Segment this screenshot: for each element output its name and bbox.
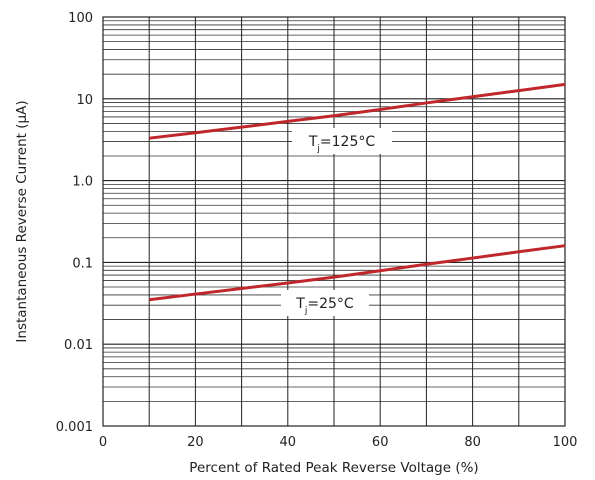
- x-tick-label: 100: [553, 435, 578, 450]
- series-label-0: Tj=125°C: [308, 134, 376, 154]
- y-tick-label: 10: [76, 93, 93, 108]
- x-tick-label: 60: [372, 435, 389, 450]
- major-grid: [102, 16, 566, 427]
- x-tick-labels: 0 20 40 60 80 100: [99, 435, 578, 450]
- y-tick-label: 0.1: [72, 256, 93, 271]
- plot-frame: [102, 16, 566, 427]
- y-tick-label: 0.001: [56, 420, 93, 435]
- series-line-0: [149, 82, 566, 140]
- series-labels: Tj=125°C Tj=25°C: [281, 128, 392, 316]
- series-line-1: [149, 244, 566, 302]
- x-tick-label: 0: [99, 435, 107, 450]
- series-label-box: [292, 128, 392, 154]
- y-tick-label: 1.0: [72, 175, 93, 190]
- x-tick-label: 80: [464, 435, 481, 450]
- series-layer: [149, 82, 566, 302]
- series-label-box: [281, 290, 369, 316]
- y-tick-labels: 0.001 0.01 0.1 1.0 10 100: [56, 11, 93, 435]
- y-tick-label: 100: [68, 11, 93, 26]
- series-label-1: Tj=25°C: [295, 296, 354, 316]
- y-axis-title: Instantaneous Reverse Current (μA): [14, 100, 30, 342]
- x-axis-title: Percent of Rated Peak Reverse Voltage (%…: [189, 460, 478, 476]
- y-tick-label: 0.01: [64, 338, 93, 353]
- x-tick-label: 20: [187, 435, 204, 450]
- x-tick-label: 40: [280, 435, 297, 450]
